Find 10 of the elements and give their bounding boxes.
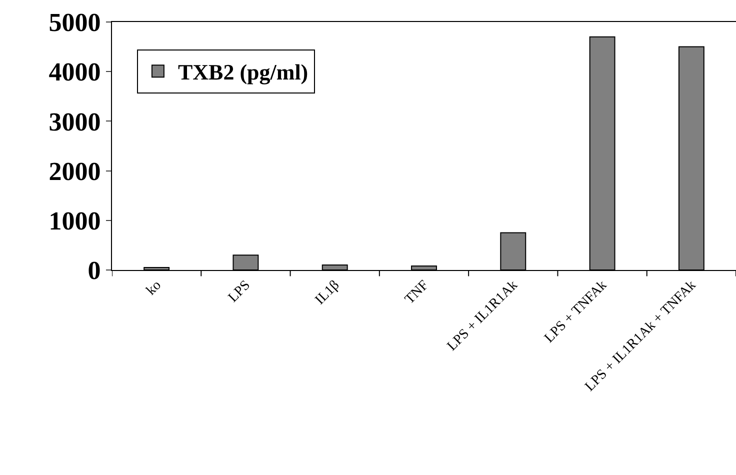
y-tick-label: 4000 bbox=[48, 58, 101, 87]
legend-label: TXB2 (pg/ml) bbox=[178, 60, 308, 85]
y-tick-label: 0 bbox=[88, 256, 101, 286]
x-tick-label: ko bbox=[144, 278, 164, 298]
y-tick-label: 2000 bbox=[48, 156, 101, 186]
y-tick-label: 3000 bbox=[48, 107, 101, 136]
x-tick-label: TNF bbox=[402, 278, 432, 308]
y-tick-label: 1000 bbox=[48, 206, 101, 236]
x-tick-label: LPS bbox=[226, 278, 254, 306]
y-tick-label: 5000 bbox=[48, 8, 101, 38]
